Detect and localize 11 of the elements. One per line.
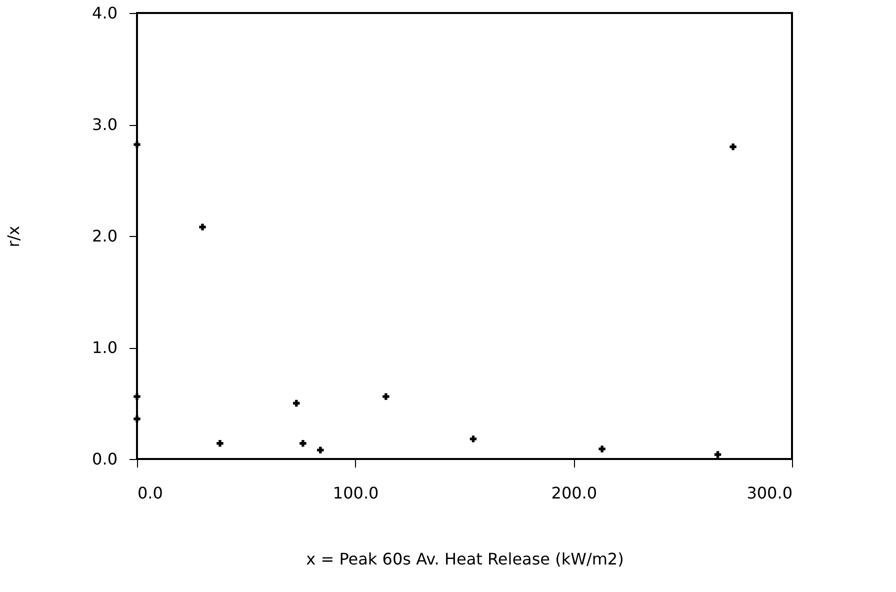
y-tick-label: 1.0 (92, 338, 118, 357)
x-tick-label: 200.0 (551, 484, 598, 502)
x-tick-label: 300.0 (746, 484, 792, 502)
y-tick-label: 4.0 (92, 4, 118, 22)
x-tick-label: 0.0 (138, 484, 163, 502)
y-tick-label: 2.0 (92, 226, 118, 246)
y-tick-label: 0.0 (92, 450, 118, 468)
y-tick-label: 3.0 (92, 115, 118, 134)
x-axis-title: x = Peak 60s Av. Heat Release (kW/m2) (306, 550, 624, 568)
y-axis-title: r/x (4, 226, 24, 248)
x-tick-label: 100.0 (332, 484, 379, 502)
